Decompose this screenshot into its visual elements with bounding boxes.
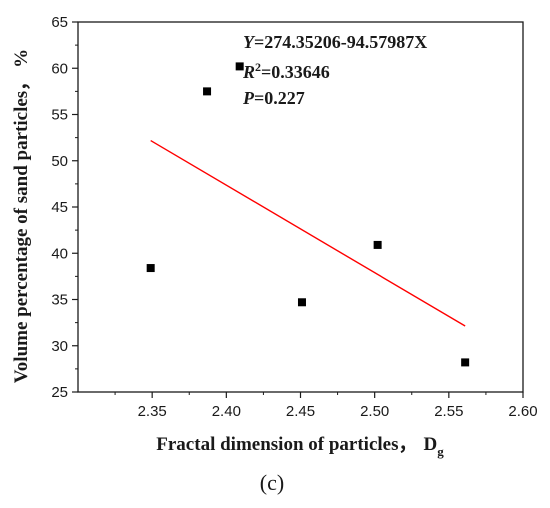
panel-label: (c) [260,470,284,495]
data-point-2 [203,87,212,96]
fit-line-group [150,139,466,327]
x-tick-label: 2.35 [138,403,167,420]
data-point-1 [146,264,155,273]
data-point-6 [461,358,470,367]
data-point-4 [297,298,306,307]
y-tick-label: 60 [51,60,68,77]
regression-equation: Y=274.35206-94.57987X [243,32,427,52]
y-tick-label: 30 [51,338,68,355]
x-axis-ticks: 2.35 2.40 2.45 2.50 2.55 2.60 [114,392,538,420]
y-tick-label: 50 [51,153,68,170]
y-tick-label: 25 [51,384,68,401]
x-tick-label: 2.60 [508,403,537,420]
p-value-annotation: P=0.227 [242,88,305,108]
data-point-3 [235,62,244,71]
y-axis-ticks: 25 30 35 40 45 50 55 60 65 [51,14,78,401]
y-tick-label: 45 [51,199,68,216]
x-axis-label: Fractal dimension of particles， Dg [156,434,444,459]
y-tick-label: 65 [51,14,68,31]
x-tick-label: 2.50 [360,403,389,420]
x-tick-label: 2.45 [286,403,315,420]
y-tick-label: 35 [51,292,68,309]
x-tick-label: 2.40 [212,403,241,420]
y-axis-label: Volume percentage of sand particles，% [11,49,32,383]
data-point-5 [373,240,382,249]
x-tick-label: 2.55 [434,403,463,420]
y-tick-label: 40 [51,245,68,262]
y-tick-label: 55 [51,107,68,124]
data-points [146,62,470,367]
regression-line [150,139,466,327]
r-squared-annotation: R2=0.33646 [242,60,330,82]
